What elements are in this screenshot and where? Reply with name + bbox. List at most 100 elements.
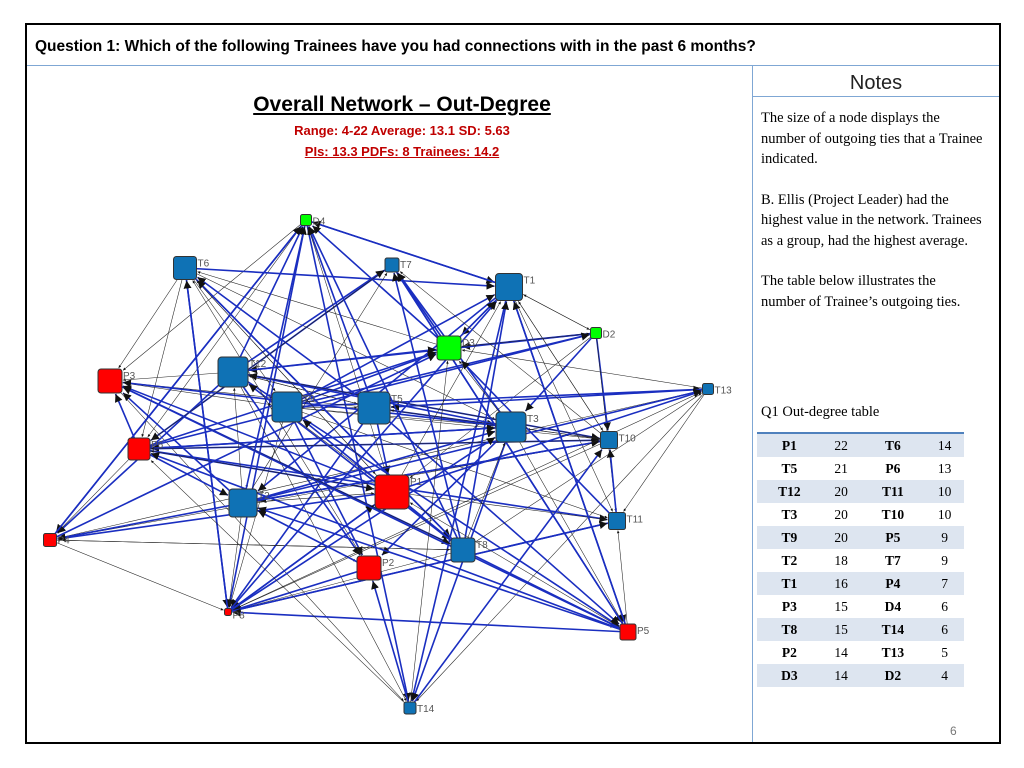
notes-title: Notes bbox=[849, 72, 903, 94]
node-t14 bbox=[403, 701, 417, 715]
network-edge bbox=[409, 449, 603, 709]
table-cell-value: 15 bbox=[821, 595, 861, 618]
header-divider bbox=[27, 65, 999, 66]
network-edge bbox=[286, 406, 600, 441]
notes-title-divider bbox=[753, 96, 999, 97]
network-edge bbox=[623, 388, 709, 512]
network-edge bbox=[147, 219, 307, 438]
node-t12 bbox=[217, 356, 249, 388]
slide-frame bbox=[25, 23, 1001, 744]
network-edge bbox=[232, 269, 385, 373]
network-edge bbox=[122, 371, 234, 382]
node-label: T10 bbox=[619, 434, 637, 445]
node-label: P1 bbox=[410, 477, 423, 488]
node-label: T12 bbox=[249, 359, 267, 370]
node-t13 bbox=[702, 383, 714, 395]
network-edge bbox=[197, 276, 375, 409]
network-edge bbox=[606, 449, 618, 522]
node-label: T14 bbox=[417, 704, 435, 715]
network-edge bbox=[122, 219, 307, 371]
network-edge bbox=[141, 267, 186, 438]
network-edge bbox=[510, 426, 624, 624]
table-cell-value: 6 bbox=[925, 595, 964, 618]
network-title: Overall Network – Out-Degree bbox=[253, 93, 551, 116]
table-row: T8 15 T14 6 bbox=[757, 618, 964, 641]
table-cell-node: T5 bbox=[757, 457, 822, 480]
network-stats-line1: Range: 4-22 Average: 13.1 SD: 5.63 bbox=[294, 123, 510, 138]
page-number: 6 bbox=[950, 724, 957, 738]
network-edge bbox=[409, 286, 510, 702]
node-p3 bbox=[97, 368, 123, 394]
node-label: T8 bbox=[476, 540, 488, 551]
table-row: T5 21 P6 13 bbox=[757, 457, 964, 480]
network-edge bbox=[184, 267, 495, 290]
network-edge bbox=[109, 380, 272, 406]
network-edge bbox=[242, 429, 496, 504]
table-cell-value: 20 bbox=[821, 503, 861, 526]
node-label: T13 bbox=[715, 386, 733, 397]
network-edge bbox=[138, 424, 496, 450]
node-t11 bbox=[608, 512, 626, 530]
network-edge bbox=[122, 379, 512, 428]
network-edge bbox=[409, 360, 449, 709]
node-label: T2 bbox=[258, 491, 270, 502]
node-t1 bbox=[495, 273, 523, 301]
network-edge bbox=[399, 271, 610, 441]
table-cell-node: D3 bbox=[757, 664, 822, 687]
table-cell-node: P6 bbox=[860, 457, 926, 480]
table-row: P1 22 T6 14 bbox=[757, 433, 964, 457]
network-edge bbox=[448, 332, 590, 349]
network-edge bbox=[226, 219, 307, 608]
node-p5 bbox=[619, 623, 637, 641]
node-label: P2 bbox=[382, 558, 395, 569]
node-t2 bbox=[228, 488, 258, 518]
node-d2 bbox=[590, 327, 602, 339]
network-edge bbox=[381, 426, 512, 556]
network-edge bbox=[242, 226, 307, 504]
table-cell-node: T2 bbox=[757, 549, 822, 572]
table-cell-value: 9 bbox=[925, 526, 964, 549]
node-label: P5 bbox=[637, 626, 650, 637]
table-cell-node: P1 bbox=[757, 433, 822, 457]
node-t8 bbox=[450, 537, 476, 563]
node-label: T11 bbox=[627, 515, 644, 526]
network-edge bbox=[150, 452, 629, 633]
table-cell-value: 14 bbox=[821, 641, 861, 664]
network-edge bbox=[508, 286, 613, 512]
network-edge bbox=[371, 580, 411, 709]
node-t7 bbox=[384, 257, 400, 273]
network-edge bbox=[49, 539, 224, 611]
table-cell-node: T3 bbox=[757, 503, 822, 526]
network-edge bbox=[232, 567, 370, 613]
network-edge bbox=[392, 272, 464, 551]
table-cell-value: 13 bbox=[925, 457, 964, 480]
network-edge bbox=[307, 226, 393, 493]
network-edge bbox=[138, 270, 385, 450]
network-edge bbox=[122, 386, 629, 633]
network-edge bbox=[312, 220, 510, 288]
network-edge bbox=[232, 226, 304, 373]
network-edge bbox=[196, 279, 464, 551]
network-edge bbox=[311, 225, 450, 349]
network-edge bbox=[248, 374, 610, 441]
network-edge bbox=[233, 387, 244, 504]
node-p6 bbox=[127, 437, 151, 461]
table-cell-node: P5 bbox=[860, 526, 926, 549]
network-edge bbox=[462, 301, 510, 551]
network-edge bbox=[390, 388, 709, 411]
network-edge bbox=[391, 389, 702, 493]
node-p8 bbox=[224, 608, 232, 616]
table-cell-value: 10 bbox=[925, 480, 964, 503]
table-row: P3 15 D4 6 bbox=[757, 595, 964, 618]
network-edge bbox=[242, 492, 375, 504]
node-d3 bbox=[436, 335, 462, 361]
table-cell-node: P4 bbox=[860, 572, 926, 595]
node-label: P6 bbox=[151, 440, 164, 451]
table-cell-value: 5 bbox=[925, 641, 964, 664]
out-degree-table: P1 22 T6 14 T5 21 P6 13 T12 20 T11 10 T3 20 T10 10 T9 20 P… bbox=[757, 432, 964, 687]
network-edge bbox=[232, 346, 437, 373]
node-label: P8 bbox=[233, 611, 246, 622]
network-edge bbox=[242, 388, 702, 504]
table-cell-node: D2 bbox=[860, 664, 926, 687]
network-edge bbox=[57, 502, 244, 541]
